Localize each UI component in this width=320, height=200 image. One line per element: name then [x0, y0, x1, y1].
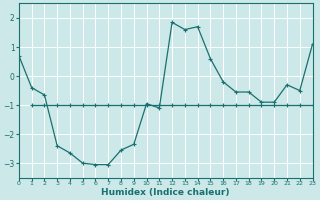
X-axis label: Humidex (Indice chaleur): Humidex (Indice chaleur)	[101, 188, 230, 197]
